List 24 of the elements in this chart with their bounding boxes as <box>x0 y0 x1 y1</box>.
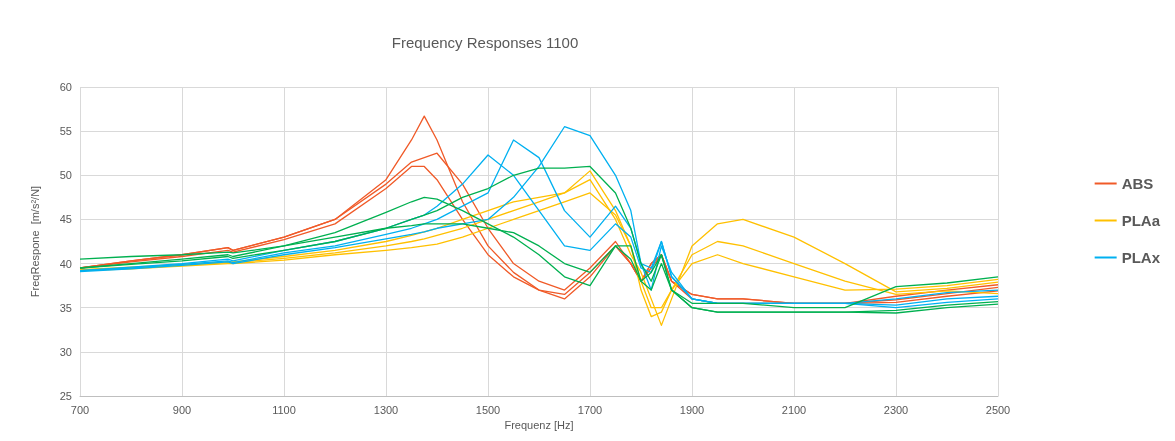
x-tick-label: 1500 <box>475 403 501 416</box>
x-tick-label: 700 <box>70 403 90 416</box>
x-tick-label: 2100 <box>781 403 807 416</box>
x-tick-label: 1900 <box>679 403 705 416</box>
x-tick-label: 2500 <box>985 403 1011 416</box>
y-tick-label: 50 <box>59 169 72 182</box>
x-tick-label: 900 <box>172 403 192 416</box>
x-axis-title: Frequenz [Hz] <box>504 419 574 432</box>
y-tick-label: 35 <box>59 301 72 314</box>
y-tick-label: 30 <box>59 345 72 358</box>
x-tick-label: 1700 <box>577 403 603 416</box>
y-tick-label: 25 <box>59 390 72 402</box>
y-axis-title: FreqRespone [m/s²/N] <box>28 185 41 298</box>
chart-title: Frequency Responses 1100 <box>391 34 579 51</box>
y-tick-label: 45 <box>59 213 72 226</box>
y-tick-label: 55 <box>59 125 72 138</box>
y-tick-label: 40 <box>59 257 72 270</box>
x-tick-label: 1300 <box>373 403 399 416</box>
legend-label: PLAa <box>1121 212 1161 229</box>
legend-label: PLAx <box>1121 249 1161 266</box>
x-tick-label: 1100 <box>272 403 296 416</box>
y-tick-label: 60 <box>59 81 72 93</box>
legend-label: ABS <box>1121 175 1154 192</box>
x-tick-label: 2300 <box>883 403 909 416</box>
